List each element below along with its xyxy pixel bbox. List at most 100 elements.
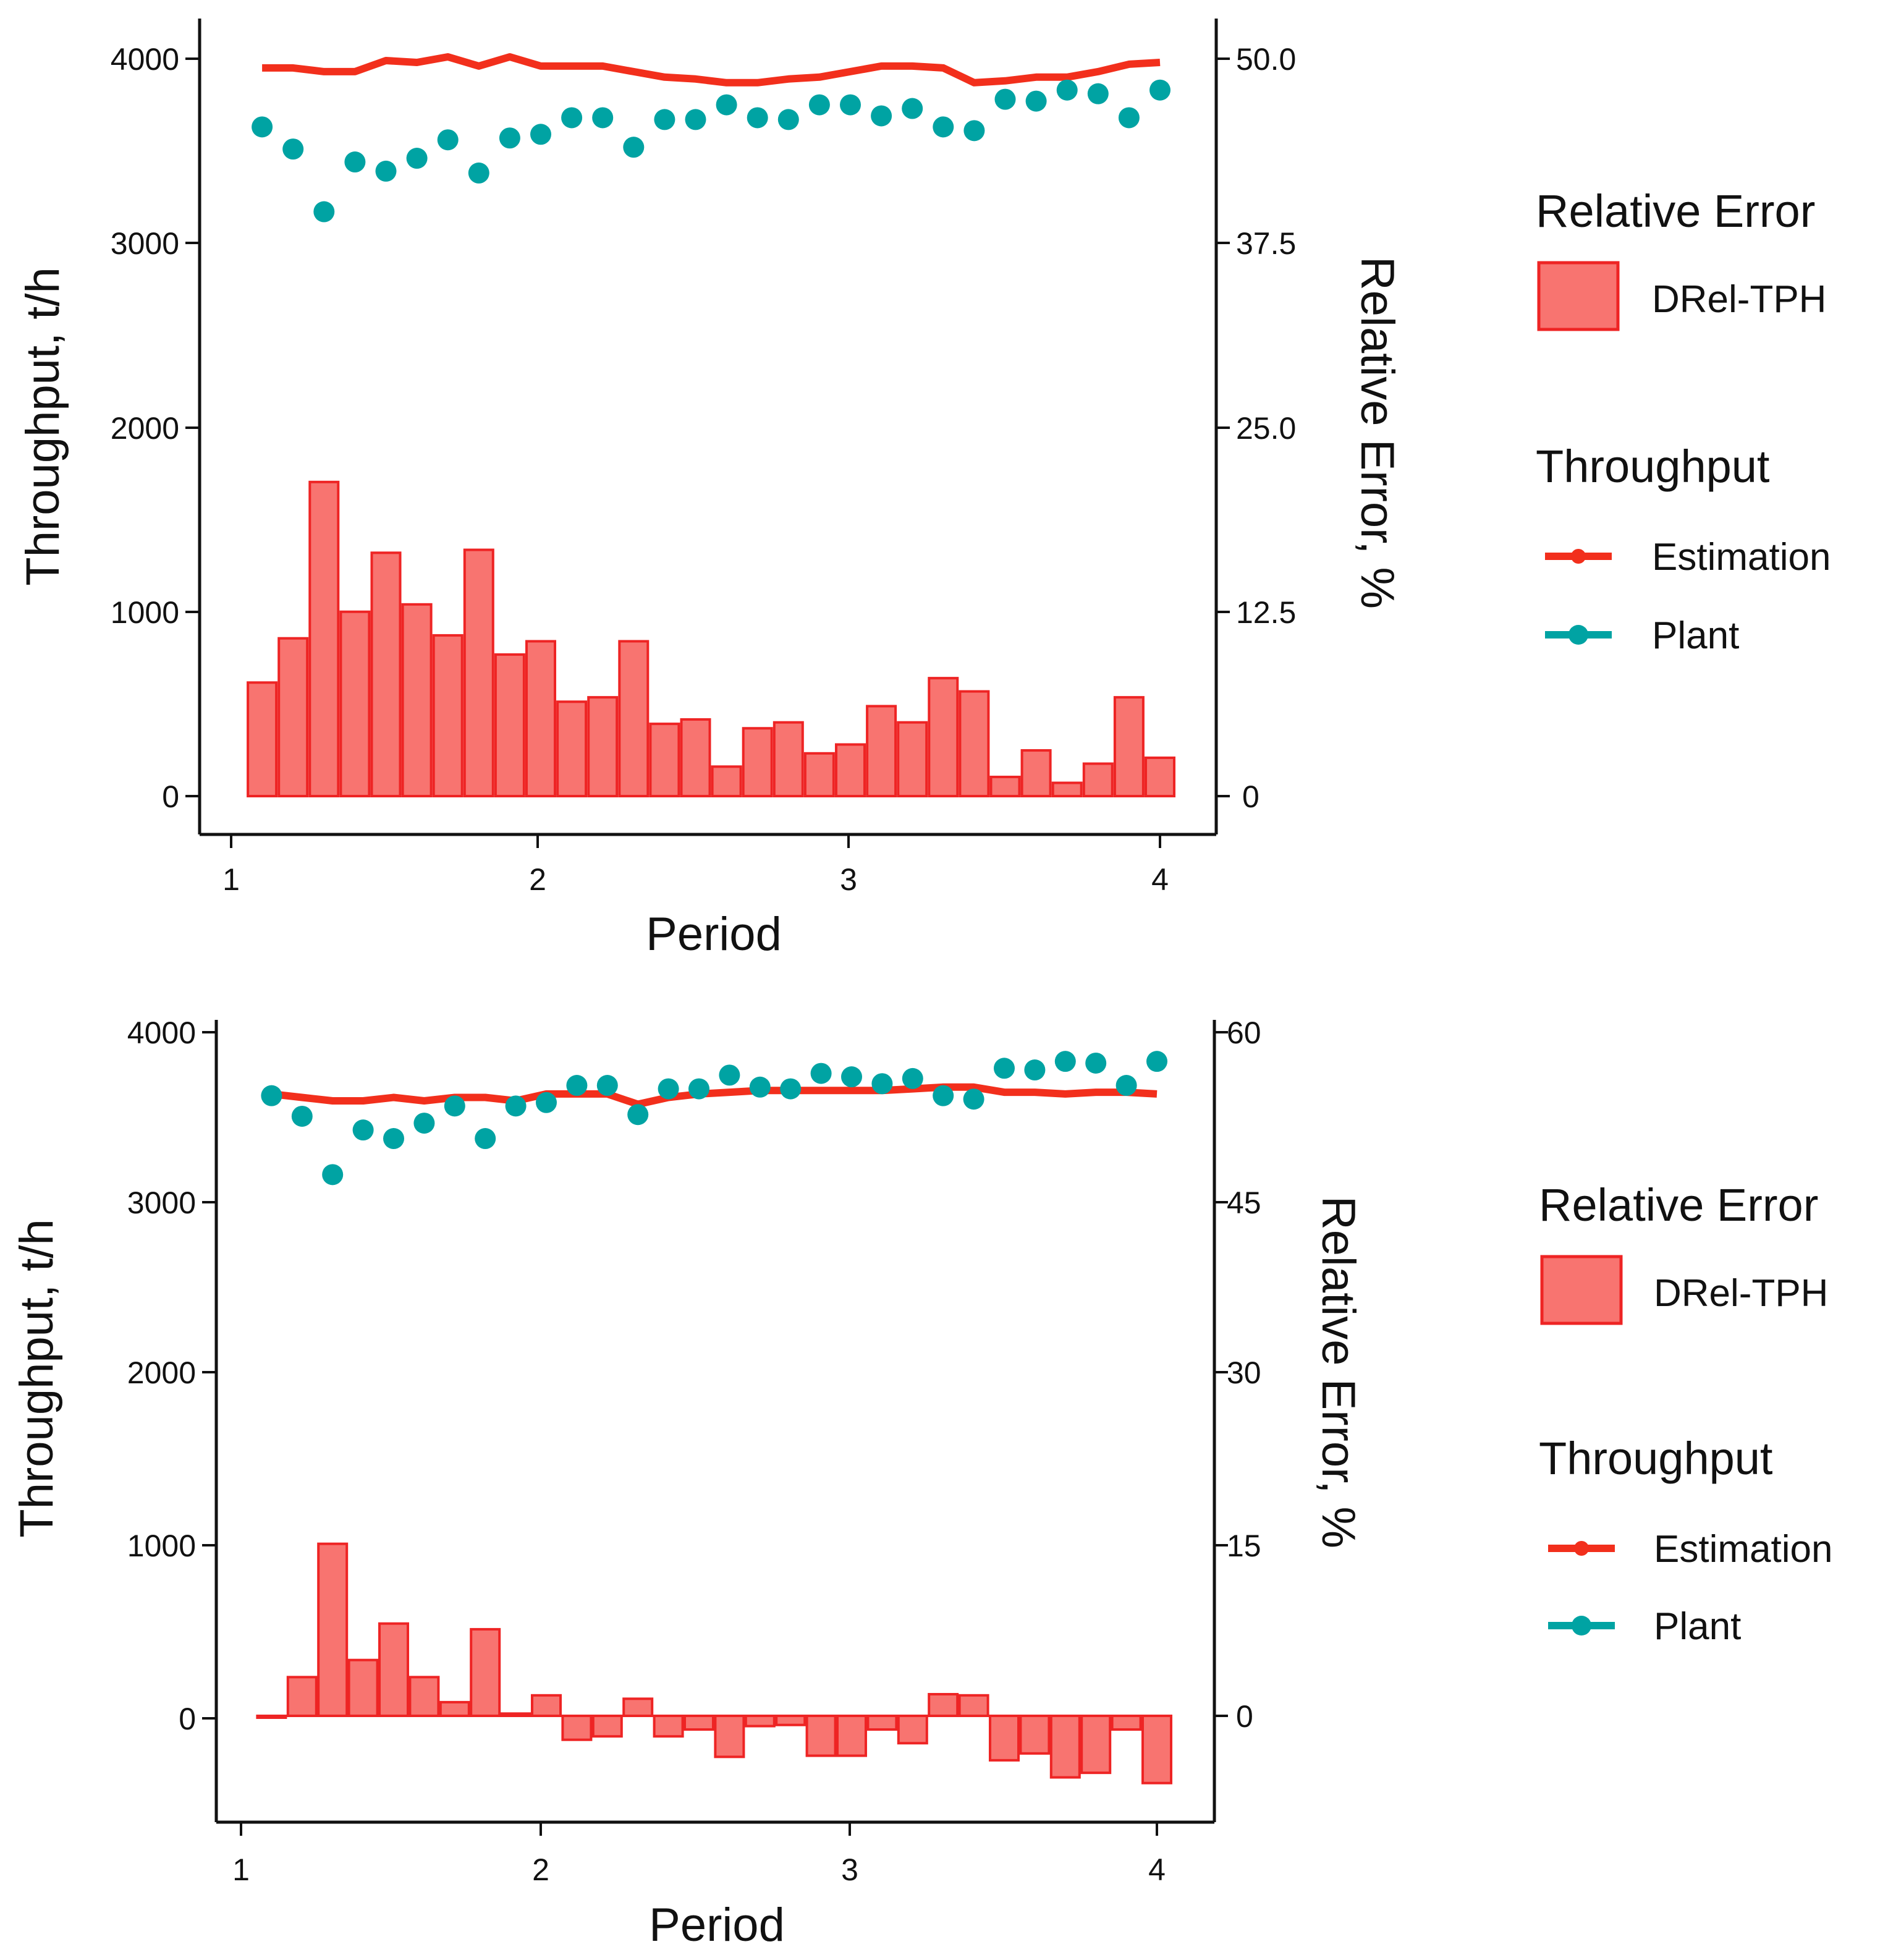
y-left-tick-label: 1000 <box>111 595 179 630</box>
plant-point <box>841 1066 862 1088</box>
plant-point <box>1024 1059 1046 1081</box>
legend-title-throughput: Throughput <box>1536 441 1770 492</box>
plant-points-top <box>252 79 1170 223</box>
x-ticks-top: 1 2 3 4 <box>222 834 1169 897</box>
error-bar <box>989 775 1021 798</box>
plant-point <box>344 151 366 173</box>
legend-label-estimation: Estimation <box>1652 536 1831 579</box>
y-left-tick-label: 0 <box>162 779 179 814</box>
x-axis-title-top: Period <box>646 908 782 961</box>
error-bar <box>463 548 494 798</box>
plant-point <box>1085 1052 1107 1074</box>
plant-point <box>810 1063 832 1084</box>
plant-point <box>777 109 799 130</box>
error-bar <box>928 1692 959 1717</box>
y-right-tick-label: 0 <box>1242 779 1259 814</box>
plant-point <box>505 1095 527 1117</box>
plant-point <box>1056 79 1078 101</box>
y-right-tick-label: 15 <box>1227 1529 1261 1563</box>
plant-point <box>747 107 768 129</box>
error-bar <box>256 1715 287 1719</box>
error-bar <box>591 1715 623 1738</box>
plant-point <box>780 1078 802 1100</box>
error-bar <box>803 752 835 798</box>
legend-label-plant: Plant <box>1654 1605 1741 1648</box>
legend-bottom: Relative Error DRel-TPH Throughput Estim… <box>1539 1179 1832 1648</box>
error-bar <box>897 721 928 797</box>
x-tick-label: 3 <box>840 862 857 897</box>
x-tick-label: 2 <box>529 862 546 897</box>
error-bar <box>587 696 619 797</box>
y-right-axis-title-bottom: Relative Error, % <box>1312 1196 1365 1548</box>
legend-label-drel: DRel-TPH <box>1652 278 1826 321</box>
plant-point <box>261 1085 282 1106</box>
error-bar <box>711 765 742 798</box>
error-bar <box>622 1697 654 1718</box>
plant-point <box>871 105 892 127</box>
plant-point <box>1087 83 1109 104</box>
y-right-tick-label: 50.0 <box>1236 42 1296 77</box>
error-bar <box>1049 1715 1081 1779</box>
error-bar <box>866 705 897 797</box>
error-bar <box>744 1715 776 1728</box>
error-bar <box>500 1712 531 1717</box>
x-axis-title-bottom: Period <box>649 1899 785 1951</box>
error-bar <box>649 723 680 798</box>
error-bar <box>1080 1715 1112 1775</box>
error-bar <box>470 1627 501 1718</box>
error-bar <box>409 1676 440 1717</box>
plant-point <box>437 129 459 151</box>
error-bar <box>247 681 278 797</box>
plant-point <box>322 1164 344 1186</box>
y-right-ticks-top: 0 12.5 25.0 37.5 50.0 <box>1216 42 1296 814</box>
plant-point <box>933 1085 954 1106</box>
error-bar <box>714 1715 745 1758</box>
error-bar <box>317 1542 349 1718</box>
plant-point <box>291 1105 313 1127</box>
estimation-line-top <box>262 53 1161 87</box>
error-bar <box>1019 1715 1051 1755</box>
plant-point <box>1054 1051 1076 1072</box>
error-bar <box>1051 781 1083 797</box>
y-left-tick-label: 4000 <box>127 1016 196 1050</box>
error-bar <box>959 690 990 797</box>
y-right-tick-label: 37.5 <box>1236 226 1296 261</box>
plant-point <box>963 1088 984 1110</box>
plant-point <box>413 1113 435 1134</box>
error-bar <box>805 1715 837 1757</box>
y-left-tick-label: 2000 <box>127 1355 196 1390</box>
plant-point <box>658 1078 679 1100</box>
plant-point <box>313 201 335 223</box>
error-bar <box>277 637 309 797</box>
plant-point <box>623 137 645 158</box>
error-bar <box>742 727 773 798</box>
plant-point <box>1115 1075 1137 1097</box>
error-bar <box>989 1715 1020 1762</box>
error-bar <box>525 640 556 797</box>
plant-point <box>902 1067 923 1089</box>
y-right-tick-label: 30 <box>1227 1355 1261 1390</box>
x-ticks-bottom: 1 2 3 4 <box>232 1822 1166 1887</box>
plant-point <box>596 1075 618 1097</box>
y-right-tick-label: 45 <box>1227 1186 1261 1220</box>
legend-marker-estimation <box>1574 1541 1589 1556</box>
plant-point <box>627 1104 649 1126</box>
error-bar <box>897 1715 928 1745</box>
plant-point <box>719 1064 740 1086</box>
legend-label-estimation: Estimation <box>1654 1528 1832 1571</box>
plant-point <box>1146 1051 1167 1072</box>
x-tick-label: 4 <box>1151 862 1169 897</box>
y-right-tick-label: 60 <box>1227 1016 1261 1050</box>
plant-point <box>871 1073 893 1095</box>
error-bar <box>1111 1715 1142 1731</box>
y-left-tick-label: 3000 <box>127 1186 196 1220</box>
plant-point <box>808 94 830 116</box>
error-bar <box>494 653 525 797</box>
legend-marker-plant <box>1568 625 1588 645</box>
plant-point <box>499 127 520 149</box>
plant-point <box>444 1095 465 1117</box>
legend-label-drel: DRel-TPH <box>1654 1272 1828 1315</box>
legend-swatch-drel <box>1540 1255 1623 1325</box>
legend-top: Relative Error DRel-TPH Throughput Estim… <box>1536 185 1831 657</box>
error-bar <box>1113 696 1145 797</box>
